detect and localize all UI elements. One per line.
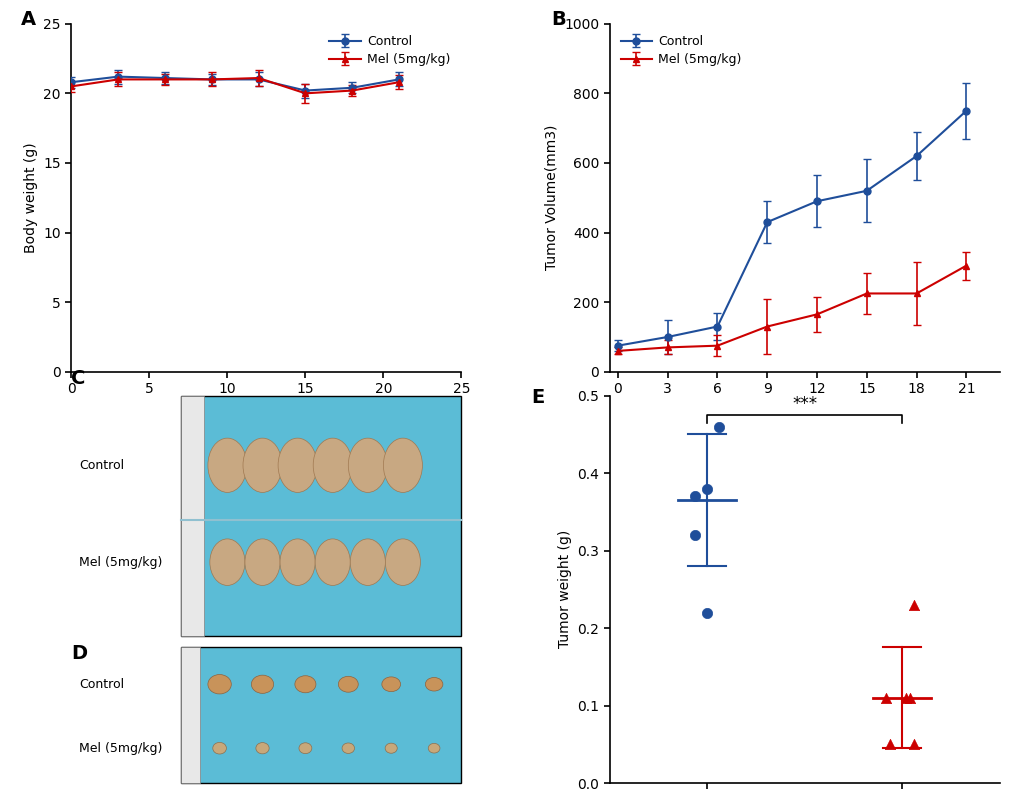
Text: Control: Control: [79, 678, 124, 691]
Point: [698, 483, 714, 495]
Y-axis label: Tumor weight (g): Tumor weight (g): [557, 530, 571, 649]
Ellipse shape: [210, 539, 245, 585]
Text: ***: ***: [792, 395, 816, 413]
Ellipse shape: [313, 438, 352, 492]
Text: Control: Control: [79, 459, 124, 471]
Text: A: A: [20, 9, 36, 28]
Point: [687, 490, 703, 502]
Ellipse shape: [347, 438, 387, 492]
Ellipse shape: [350, 539, 385, 585]
Ellipse shape: [385, 744, 396, 753]
Ellipse shape: [385, 539, 420, 585]
Ellipse shape: [341, 743, 355, 754]
Y-axis label: Tumor Volume(mm3): Tumor Volume(mm3): [544, 125, 558, 271]
Ellipse shape: [294, 676, 316, 693]
Text: B: B: [550, 9, 566, 28]
FancyBboxPatch shape: [180, 647, 461, 783]
Point: [877, 691, 894, 704]
Text: Mel (5mg/kg): Mel (5mg/kg): [79, 742, 162, 755]
FancyBboxPatch shape: [180, 396, 461, 636]
X-axis label: Time(day): Time(day): [231, 402, 302, 416]
Ellipse shape: [425, 677, 442, 691]
Legend: Control, Mel (5mg/kg): Control, Mel (5mg/kg): [324, 30, 454, 71]
Ellipse shape: [256, 743, 269, 754]
Ellipse shape: [213, 743, 226, 754]
Point: [905, 738, 921, 751]
Ellipse shape: [278, 438, 317, 492]
Point: [687, 528, 703, 541]
Ellipse shape: [315, 539, 350, 585]
Ellipse shape: [299, 743, 312, 754]
FancyBboxPatch shape: [180, 396, 204, 636]
Point: [698, 606, 714, 619]
Point: [710, 420, 727, 433]
Ellipse shape: [208, 438, 247, 492]
Text: C: C: [71, 369, 86, 388]
Y-axis label: Body weight (g): Body weight (g): [23, 142, 38, 253]
Ellipse shape: [383, 438, 422, 492]
Legend: Control, Mel (5mg/kg): Control, Mel (5mg/kg): [615, 30, 746, 71]
Point: [901, 691, 917, 704]
Ellipse shape: [381, 677, 400, 691]
Ellipse shape: [251, 676, 273, 694]
Point: [897, 691, 913, 704]
Text: E: E: [531, 388, 544, 407]
X-axis label: Time(day): Time(day): [768, 402, 839, 416]
Text: Mel (5mg/kg): Mel (5mg/kg): [79, 555, 162, 569]
FancyBboxPatch shape: [180, 647, 200, 783]
Point: [881, 738, 898, 751]
Ellipse shape: [243, 438, 281, 492]
Ellipse shape: [428, 744, 439, 753]
Ellipse shape: [208, 675, 231, 694]
Ellipse shape: [245, 539, 280, 585]
Ellipse shape: [338, 676, 358, 692]
Text: D: D: [71, 644, 88, 663]
Ellipse shape: [280, 539, 315, 585]
Point: [905, 599, 921, 611]
